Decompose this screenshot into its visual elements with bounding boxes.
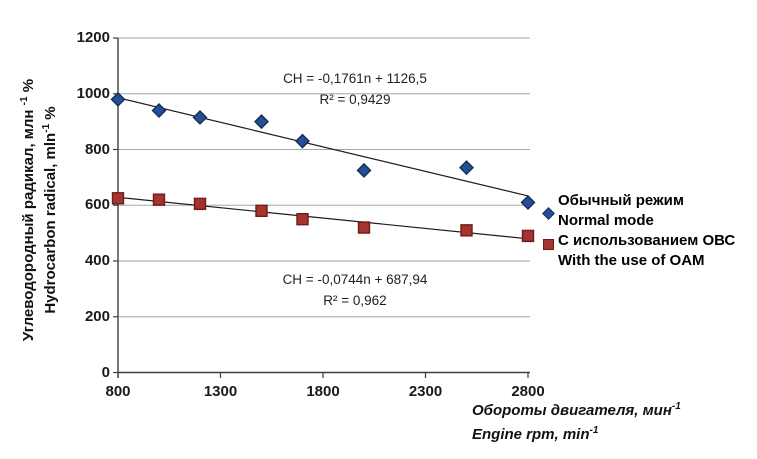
data-point-diamond bbox=[254, 114, 269, 130]
y-axis-title: Углеводородный радикал, млн -1 % Hydroca… bbox=[18, 74, 62, 346]
data-point-diamond bbox=[110, 91, 126, 107]
data-point-square bbox=[152, 193, 166, 206]
x-axis-title-ru: Обороты двигателя, мин-1 bbox=[472, 401, 681, 420]
trend-equation: CH = -0,0744n + 687,94 bbox=[282, 272, 428, 287]
data-point-square bbox=[521, 229, 535, 243]
legend-label-oam-ru: С использованием ОВС bbox=[558, 232, 736, 249]
x-axis-title-en: Engine rpm, min-1 bbox=[472, 425, 599, 444]
y-tick-label: 600 bbox=[84, 196, 110, 214]
data-point-diamond bbox=[295, 133, 310, 149]
data-point-square bbox=[255, 204, 268, 218]
x-tick-label: 800 bbox=[105, 383, 131, 400]
data-point-square bbox=[357, 221, 371, 234]
legend-label-oam-en: With the use of OAM bbox=[558, 252, 705, 269]
trend-equation: CH = -0,1761n + 1126,5 bbox=[283, 71, 427, 86]
data-point-diamond bbox=[459, 160, 474, 176]
legend-label-normal-en: Normal mode bbox=[558, 212, 654, 229]
x-tick-label: 1300 bbox=[203, 383, 238, 400]
data-point-square bbox=[111, 192, 125, 205]
y-tick-label: 400 bbox=[84, 252, 110, 269]
trend-annotation-normal-mode: CH = -0,1761n + 1126,5 R² = 0,9429 bbox=[245, 68, 465, 110]
y-tick-label: 1200 bbox=[76, 29, 110, 46]
data-point-diamond bbox=[151, 102, 167, 118]
trend-r-squared: R² = 0,9429 bbox=[319, 92, 391, 107]
data-point-diamond bbox=[192, 109, 208, 125]
trend-r-squared: R² = 0,962 bbox=[323, 293, 387, 308]
trend-annotation-oam-mode: CH = -0,0744n + 687,94 R² = 0,962 bbox=[245, 269, 465, 311]
legend: Обычный режим Normal mode С использовани… bbox=[558, 191, 754, 271]
y-tick-label: 800 bbox=[84, 140, 110, 158]
y-tick-label: 200 bbox=[84, 307, 110, 325]
x-tick-label: 2300 bbox=[408, 383, 443, 400]
data-point-diamond bbox=[356, 162, 372, 178]
data-point-diamond bbox=[520, 194, 536, 210]
legend-label-normal-ru: Обычный режим bbox=[558, 192, 684, 209]
x-tick-label: 1800 bbox=[306, 383, 340, 400]
y-tick-label: 0 bbox=[101, 363, 110, 381]
y-tick-label: 1000 bbox=[76, 84, 110, 102]
data-point-square bbox=[296, 212, 309, 226]
data-point-square bbox=[193, 197, 207, 211]
data-point-square bbox=[460, 224, 473, 237]
x-tick-label: 2800 bbox=[511, 383, 545, 400]
y-axis-title-ru: Углеводородный радикал, млн -1 % bbox=[19, 78, 37, 342]
legend-marker-square-icon bbox=[543, 239, 554, 250]
x-axis-title: Обороты двигателя, мин-1 Engine rpm, min… bbox=[472, 399, 752, 447]
